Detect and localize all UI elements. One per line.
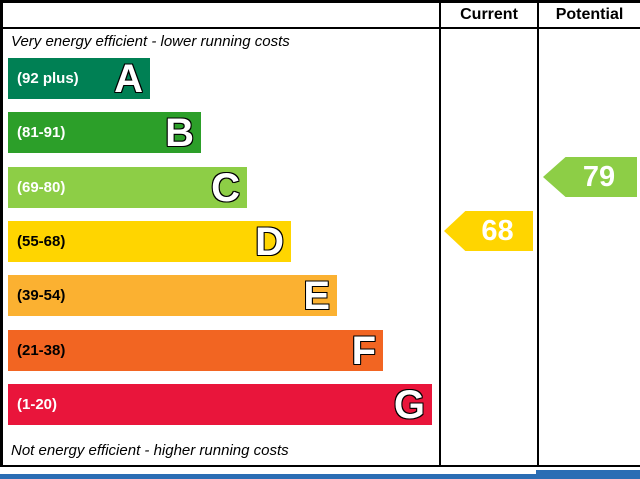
potential-rating-arrow: 79 <box>543 157 637 197</box>
table-left-border <box>0 0 3 467</box>
current-rating-arrow: 68 <box>444 211 533 251</box>
top-caption: Very energy efficient - lower running co… <box>11 33 290 50</box>
bottom-caption: Not energy efficient - higher running co… <box>11 442 289 459</box>
table-top-border <box>0 0 640 3</box>
band-a-letter: A <box>114 56 143 101</box>
band-g-letter: G <box>393 382 425 427</box>
band-b: (81-91) B <box>8 112 201 153</box>
band-f: (21-38) F <box>8 330 383 371</box>
current-column-header: Current <box>460 6 518 23</box>
band-d-range-label: (55-68) <box>17 233 66 250</box>
current-rating-value: 68 <box>481 214 514 247</box>
band-d: (55-68) D <box>8 221 291 262</box>
band-b-range-label: (81-91) <box>17 124 66 141</box>
potential-column-divider <box>537 0 539 467</box>
band-a: (92 plus) A <box>8 58 150 99</box>
band-e-range-label: (39-54) <box>17 287 66 304</box>
band-f-range-label: (21-38) <box>17 342 66 359</box>
band-c-letter: C <box>211 165 240 210</box>
next-section-top-border-right <box>536 470 640 479</box>
current-column-divider <box>439 0 441 467</box>
band-b-letter: B <box>165 110 194 155</box>
band-d-letter: D <box>255 219 284 264</box>
band-f-letter: F <box>351 328 376 373</box>
band-e: (39-54) E <box>8 275 337 316</box>
band-e-letter: E <box>303 273 330 318</box>
band-c: (69-80) C <box>8 167 247 208</box>
band-a-range-label: (92 plus) <box>17 70 79 87</box>
band-g: (1-20) G <box>8 384 432 425</box>
header-divider <box>0 27 640 29</box>
rating-bands: (92 plus) A (81-91) B (69-80) C (55-68) … <box>8 58 440 440</box>
band-g-range-label: (1-20) <box>17 396 58 413</box>
potential-rating-value: 79 <box>582 160 616 193</box>
potential-column-header: Potential <box>555 6 624 23</box>
table-bottom-border <box>0 465 640 467</box>
band-c-range-label: (69-80) <box>17 179 66 196</box>
next-section-top-border <box>0 474 640 479</box>
